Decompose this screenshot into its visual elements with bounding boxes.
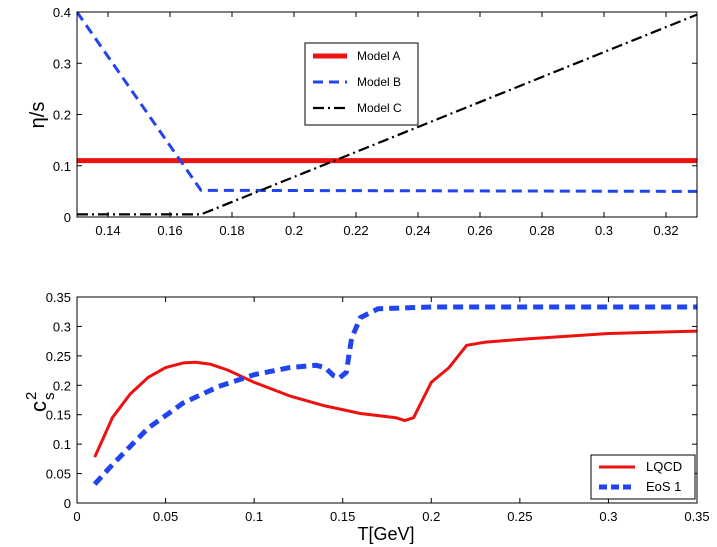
x-tick-label: 0.18 <box>219 223 244 238</box>
legend: Model A Model B Model C <box>304 42 419 126</box>
x-tick-label: 0.26 <box>467 223 492 238</box>
x-tick-label: 0.1 <box>245 509 263 524</box>
x-tick-label: 0.25 <box>507 509 532 524</box>
x-tick-label: 0.22 <box>343 223 368 238</box>
y-tick-label: 0.3 <box>53 56 71 71</box>
eta-s-chart: 0.14 0.16 0.18 0.2 0.22 0.24 0.26 0.28 0.3 0.32 0 0… <box>27 5 698 238</box>
y-axis-label: c 2 s <box>23 392 58 412</box>
x-tick-label: 0.32 <box>653 223 678 238</box>
legend-label: Model C <box>357 101 402 115</box>
y-tick-label: 0.4 <box>53 5 71 20</box>
x-tick-label: 0.24 <box>405 223 430 238</box>
y-axis-label-superscript: 2 <box>23 392 40 400</box>
legend-label: EoS 1 <box>646 479 681 494</box>
legend-label: LQCD <box>646 459 682 474</box>
y-axis-label-subscript: s <box>41 393 58 401</box>
x-axis-label: T[GeV] <box>357 524 414 544</box>
x-tick-label: 0.35 <box>684 509 709 524</box>
y-tick-label: 0.15 <box>46 408 71 423</box>
x-tick-label: 0.3 <box>599 509 617 524</box>
y-tick-label: 0.25 <box>46 349 71 364</box>
y-tick-label: 0.2 <box>53 378 71 393</box>
x-tick-label: 0.15 <box>330 509 355 524</box>
series-line-lqcd <box>93 329 697 458</box>
y-tick-label: 0 <box>64 496 71 511</box>
series-group <box>77 12 697 216</box>
x-tick-label: 0.16 <box>157 223 182 238</box>
y-tick-label: 0.1 <box>53 437 71 452</box>
y-tick-label: 0.1 <box>53 159 71 174</box>
sound-speed-chart: 0 0.05 0.1 0.15 0.2 0.25 0.3 0.35 0 0.05 0.1 0.15 0.… <box>23 290 710 544</box>
tick-group: 0 0.05 0.1 0.15 0.2 0.25 0.3 0.35 0 0.05 0.1 0.15 0.… <box>46 290 710 524</box>
y-axis-label-main: c <box>26 401 51 412</box>
y-tick-label: 0.3 <box>53 319 71 334</box>
x-tick-label: 0.3 <box>595 223 613 238</box>
legend-label: Model A <box>357 49 400 63</box>
series-group <box>92 304 697 486</box>
legend-label: Model B <box>357 75 401 89</box>
y-tick-label: 0.35 <box>46 290 71 305</box>
plot-frame <box>76 296 698 504</box>
series-line-eos-1 <box>92 304 697 486</box>
y-tick-label: 0 <box>64 210 71 225</box>
x-tick-label: 0.14 <box>95 223 120 238</box>
y-tick-label: 0.05 <box>46 467 71 482</box>
x-tick-label: 0.2 <box>285 223 303 238</box>
legend: LQCD EoS 1 <box>590 454 696 500</box>
legend-box <box>590 454 696 500</box>
x-tick-label: 0.28 <box>529 223 554 238</box>
y-tick-label: 0.2 <box>53 108 71 123</box>
tick-group: 0.14 0.16 0.18 0.2 0.22 0.24 0.26 0.28 0.3 0.32 0 0… <box>53 5 697 238</box>
series-line-model-b <box>77 12 697 193</box>
x-tick-label: 0.05 <box>153 509 178 524</box>
x-tick-label: 0.2 <box>422 509 440 524</box>
x-tick-label: 0 <box>73 509 80 524</box>
y-axis-label: η/s <box>27 102 49 129</box>
